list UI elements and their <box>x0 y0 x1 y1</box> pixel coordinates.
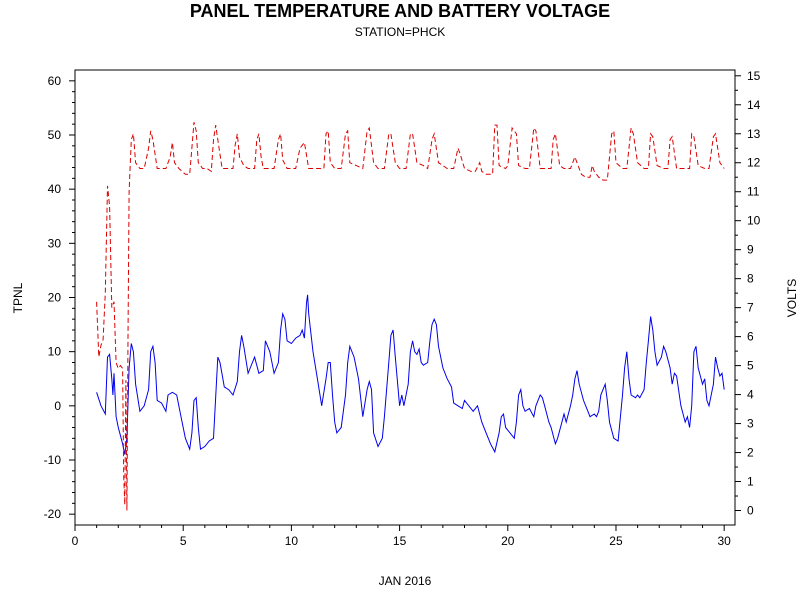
y-right-tick-label: 13 <box>747 127 761 141</box>
y-right-tick-label: 3 <box>747 417 754 431</box>
y-left-tick-label: 40 <box>48 182 62 196</box>
x-tick-label: 30 <box>718 534 732 548</box>
y-axis-label-right: VOLTS <box>785 279 799 317</box>
x-tick-label: 25 <box>609 534 623 548</box>
y-left-tick-label: 60 <box>48 74 62 88</box>
y-right-tick-label: 8 <box>747 272 754 286</box>
y-right-tick-label: 5 <box>747 359 754 373</box>
y-left-tick-label: 30 <box>48 236 62 250</box>
y-right-tick-label: 11 <box>747 185 760 199</box>
y-left-tick-label: 0 <box>54 399 61 413</box>
y-left-tick-label: 20 <box>48 291 62 305</box>
x-axis-label: JAN 2016 <box>379 574 432 588</box>
plot-frame <box>74 69 736 526</box>
y-left-tick-label: 10 <box>48 345 62 359</box>
series-layer <box>96 122 725 511</box>
x-tick-label: 20 <box>501 534 515 548</box>
y-axis-label-left: TPNL <box>11 282 25 313</box>
y-left-tick-label: -10 <box>44 453 62 467</box>
y-right-tick-label: 7 <box>747 301 754 315</box>
y-right-tick-label: 10 <box>747 214 761 228</box>
y-right-tick-label: 15 <box>747 69 761 83</box>
y-right-tick-label: 4 <box>747 388 754 402</box>
x-tick-label: 0 <box>72 534 79 548</box>
y-right-tick-label: 0 <box>747 504 754 518</box>
x-tick-label: 10 <box>285 534 299 548</box>
chart-title: PANEL TEMPERATURE AND BATTERY VOLTAGE <box>190 1 610 21</box>
x-tick-label: 5 <box>180 534 187 548</box>
y-right-tick-label: 9 <box>747 243 754 257</box>
y-right-tick-label: 14 <box>747 98 761 112</box>
y-right-tick-label: 2 <box>747 446 754 460</box>
volts-series-line <box>96 122 725 511</box>
y-right-tick-label: 6 <box>747 330 754 344</box>
axes-layer: 0 5 10 15 20 25 30-20-100102030405060012345678… <box>44 69 761 548</box>
y-right-tick-label: 12 <box>747 156 761 170</box>
x-tick-label: 15 <box>393 534 407 548</box>
y-left-tick-label: 50 <box>48 128 62 142</box>
chart-subtitle: STATION=PHCK <box>355 25 446 39</box>
y-left-tick-label: -20 <box>44 507 62 521</box>
tpnl-series-line <box>96 294 725 455</box>
y-right-tick-label: 1 <box>747 475 754 489</box>
